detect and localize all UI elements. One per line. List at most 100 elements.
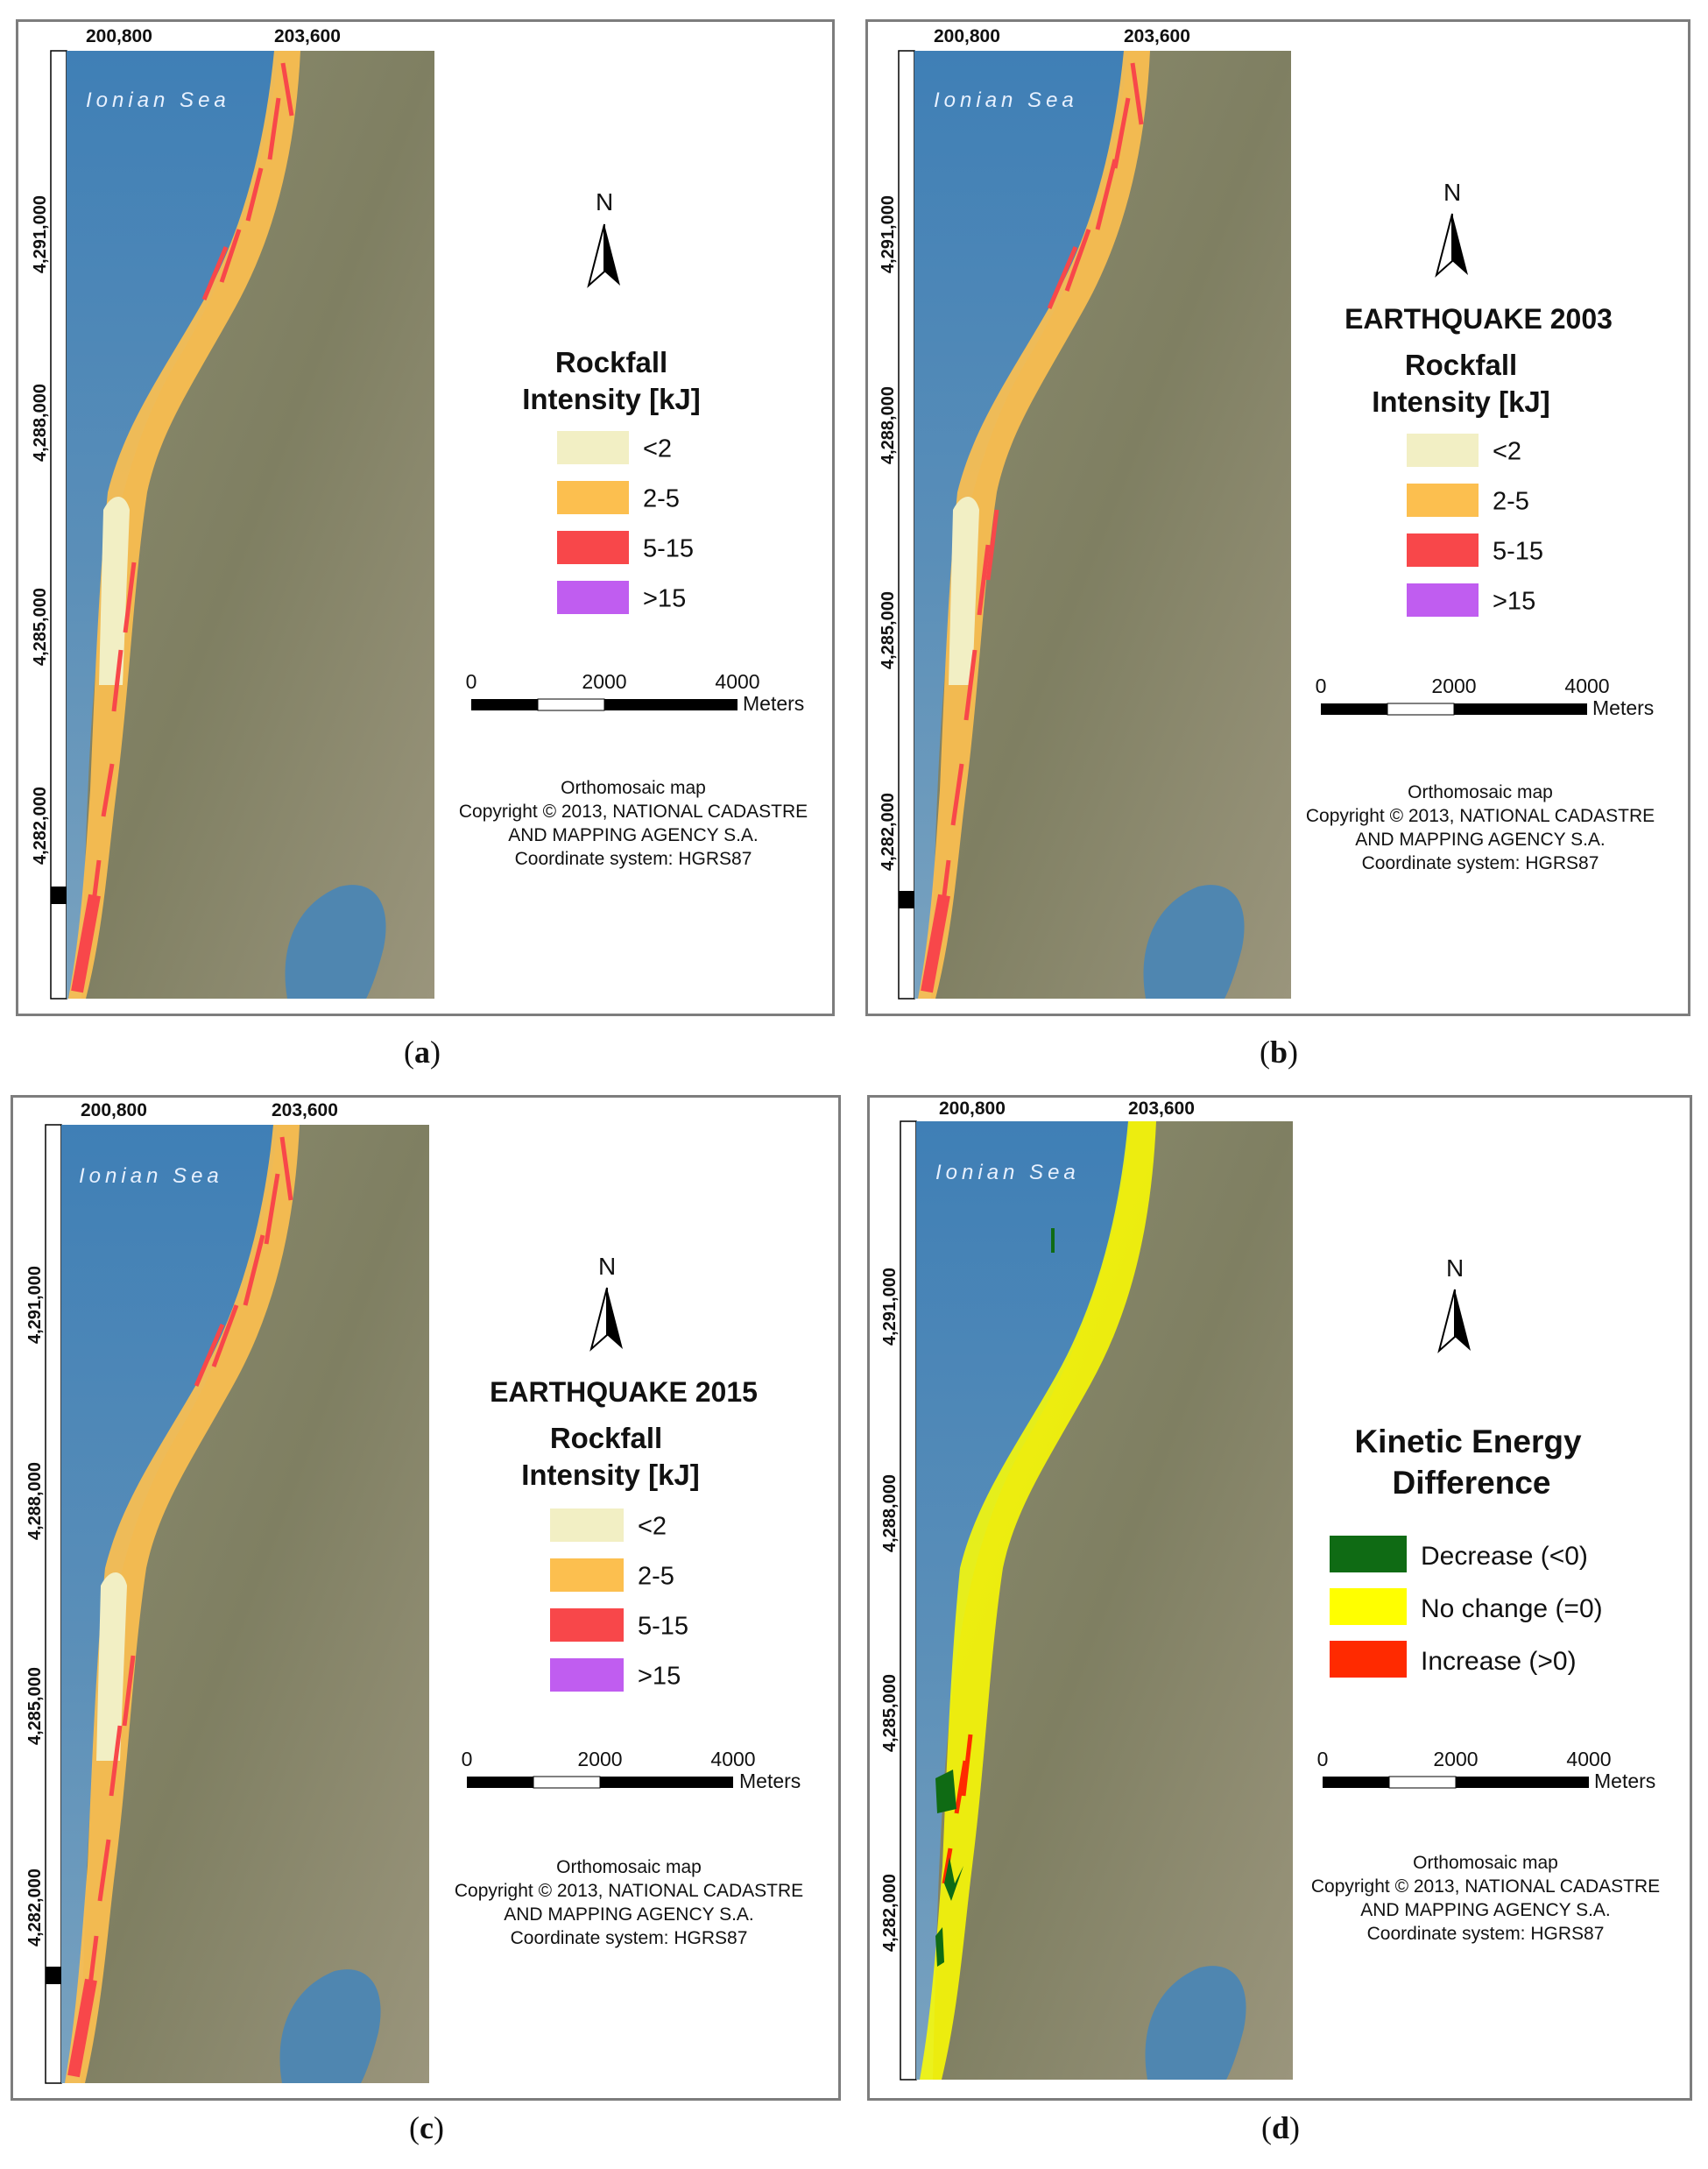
x-tick-label: 203,600 (1128, 1099, 1195, 1119)
scale-tick-label: 4000 (710, 1748, 755, 1770)
panel-caption: (a) (404, 1035, 441, 1070)
credit-line: Coordinate system: HGRS87 (1362, 853, 1599, 873)
legend-title: Kinetic Energy (1354, 1424, 1581, 1459)
y-tick-label: 4,282,000 (25, 1869, 45, 1946)
legend-swatch (1330, 1588, 1407, 1625)
gulf-area (1145, 1966, 1246, 2080)
legend-label: >15 (643, 585, 686, 613)
legend-swatch (550, 1508, 624, 1542)
y-axis-strip (900, 1120, 917, 2081)
sea-label: Ionian Sea (79, 1164, 223, 1188)
panel-caption: (b) (1259, 1035, 1299, 1070)
x-tick-label: 203,600 (272, 1100, 338, 1120)
high-intensity-streaks (71, 62, 294, 993)
legend: <2 2-5 5-15 >15 (557, 431, 694, 614)
legend-title: Rockfall (555, 346, 667, 378)
y-tick-label: 4,282,000 (880, 1874, 900, 1952)
legend-swatch (557, 431, 629, 464)
x-tick-label: 200,800 (86, 26, 152, 46)
legend-label: Decrease (<0) (1421, 1542, 1588, 1571)
scale-bar (467, 1776, 733, 1789)
legend-label: 5-15 (1493, 538, 1543, 566)
legend-title: Difference (1393, 1465, 1551, 1501)
high-intensity-streaks (921, 62, 1144, 993)
scale-tick-label: 2000 (577, 1748, 622, 1770)
decrease-zones (935, 1228, 1055, 1967)
north-arrow-icon (1452, 214, 1468, 275)
scale-tick-label: 0 (466, 670, 477, 693)
scale-unit: Meters (739, 1770, 801, 1792)
legend-title: Rockfall (1405, 349, 1517, 381)
rockfall-band (68, 51, 300, 999)
sea-label: Ionian Sea (935, 1161, 1080, 1184)
map-d: 200,800 203,600 4,291,000 4,288,000 4,28… (880, 1099, 1660, 2081)
kinetic-energy-band (920, 1121, 1156, 2080)
north-label: N (1446, 1254, 1464, 1282)
y-tick-label: 4,291,000 (879, 195, 898, 273)
legend-swatch (1407, 583, 1479, 617)
y-tick-label: 4,285,000 (25, 1667, 45, 1745)
increase-zones (942, 1734, 973, 1884)
gulf-area (1143, 885, 1245, 999)
y-tick-label: 4,288,000 (879, 386, 898, 464)
credit-line: Orthomosaic map (1408, 782, 1553, 802)
scale-tick-label: 0 (462, 1748, 473, 1770)
legend-title: Intensity [kJ] (522, 383, 701, 415)
y-tick-label: 4,288,000 (880, 1474, 900, 1552)
low-intensity-zone (949, 497, 979, 685)
scale-unit: Meters (1594, 1770, 1655, 1792)
scale-bar (1321, 703, 1587, 716)
legend-label: 5-15 (638, 1613, 688, 1641)
y-tick-label: 4,285,000 (879, 591, 898, 669)
y-axis-strip (45, 1124, 62, 2084)
y-tick-label: 4,282,000 (879, 793, 898, 871)
y-tick-label: 4,288,000 (31, 384, 50, 462)
sea-area (916, 1121, 1130, 2080)
map-c: 200,800 203,600 4,291,000 4,288,000 4,28… (25, 1100, 803, 2084)
y-tick-label: 4,285,000 (31, 588, 50, 666)
map-b: 200,800 203,600 4,291,000 4,288,000 4,28… (879, 26, 1655, 1000)
legend-label: >15 (1493, 588, 1535, 616)
credit-line: Copyright © 2013, NATIONAL CADASTRE (1311, 1876, 1660, 1897)
rockfall-band (65, 1125, 300, 2083)
north-arrow-icon (604, 224, 620, 286)
legend-swatch (1407, 533, 1479, 567)
low-intensity-zone (96, 1572, 127, 1761)
scale-tick-label: 2000 (1431, 675, 1476, 697)
gulf-area (279, 1969, 381, 2083)
credit-line: AND MAPPING AGENCY S.A. (1360, 1900, 1611, 1920)
legend-swatch (550, 1608, 624, 1642)
credit-line: AND MAPPING AGENCY S.A. (504, 1904, 754, 1925)
scale-bar-segment (46, 1967, 61, 1984)
legend-label: >15 (638, 1663, 681, 1691)
north-arrow-icon (607, 1288, 623, 1349)
y-tick-label: 4,282,000 (31, 787, 50, 865)
low-intensity-zone (99, 497, 130, 685)
credit-line: Copyright © 2013, NATIONAL CADASTRE (459, 802, 808, 822)
sea-area (914, 51, 1128, 999)
north-arrow-icon (587, 223, 605, 288)
legend: Decrease (<0) No change (=0) Increase (>0) (1330, 1536, 1603, 1678)
x-tick-label: 200,800 (81, 1100, 147, 1120)
map-a: 200,800 203,600 4,291,000 4,288,000 4,28… (31, 26, 808, 1000)
legend-label: 5-15 (643, 535, 694, 563)
legend-swatch (1330, 1641, 1407, 1678)
y-tick-label: 4,291,000 (31, 195, 50, 273)
y-axis-strip (898, 50, 915, 1000)
sea-area (61, 1125, 278, 2083)
rockfall-band (918, 51, 1150, 999)
legend-label: Increase (>0) (1421, 1647, 1577, 1676)
north-label: N (1443, 179, 1461, 206)
scale-tick-label: 2000 (582, 670, 626, 693)
legend-label: 2-5 (643, 485, 680, 513)
y-tick-label: 4,288,000 (25, 1462, 45, 1540)
legend-swatch (1407, 484, 1479, 517)
credit-line: Copyright © 2013, NATIONAL CADASTRE (455, 1881, 803, 1901)
legend-swatch (557, 531, 629, 564)
legend-title: Intensity [kJ] (521, 1459, 700, 1491)
y-axis-strip (50, 50, 67, 1000)
legend: <2 2-5 5-15 >15 (550, 1508, 688, 1692)
earthquake-title: EARTHQUAKE 2015 (490, 1376, 758, 1408)
scale-tick-label: 2000 (1433, 1748, 1478, 1770)
x-tick-label: 200,800 (939, 1099, 1006, 1119)
